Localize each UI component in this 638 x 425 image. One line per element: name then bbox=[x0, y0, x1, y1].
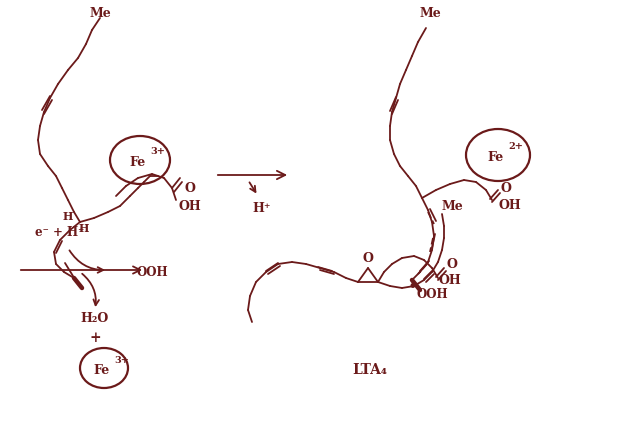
Text: O: O bbox=[447, 258, 457, 270]
Text: Me: Me bbox=[89, 6, 111, 20]
Text: +: + bbox=[89, 331, 101, 345]
Text: •: • bbox=[407, 280, 417, 297]
Text: 2+: 2+ bbox=[508, 142, 523, 151]
Text: O: O bbox=[501, 181, 512, 195]
Text: OH: OH bbox=[439, 274, 461, 286]
Text: H: H bbox=[63, 210, 73, 221]
Text: OOH: OOH bbox=[136, 266, 168, 278]
Text: OH: OH bbox=[499, 198, 521, 212]
Text: Me: Me bbox=[419, 6, 441, 20]
Text: OH: OH bbox=[179, 199, 202, 212]
Text: O: O bbox=[184, 181, 195, 195]
Text: Me: Me bbox=[441, 199, 463, 212]
Text: Fe: Fe bbox=[488, 150, 504, 164]
Text: H: H bbox=[79, 223, 89, 233]
Text: LTA₄: LTA₄ bbox=[353, 363, 387, 377]
Text: Fe: Fe bbox=[94, 363, 110, 377]
Text: Fe: Fe bbox=[130, 156, 146, 168]
Text: 3+: 3+ bbox=[114, 356, 129, 365]
Text: H⁺: H⁺ bbox=[253, 201, 271, 215]
Text: 3+: 3+ bbox=[150, 147, 165, 156]
Text: H₂O: H₂O bbox=[81, 312, 109, 325]
Text: e⁻ + H⁺: e⁻ + H⁺ bbox=[35, 226, 85, 238]
Text: OOH: OOH bbox=[416, 287, 448, 300]
Text: O: O bbox=[362, 252, 373, 264]
